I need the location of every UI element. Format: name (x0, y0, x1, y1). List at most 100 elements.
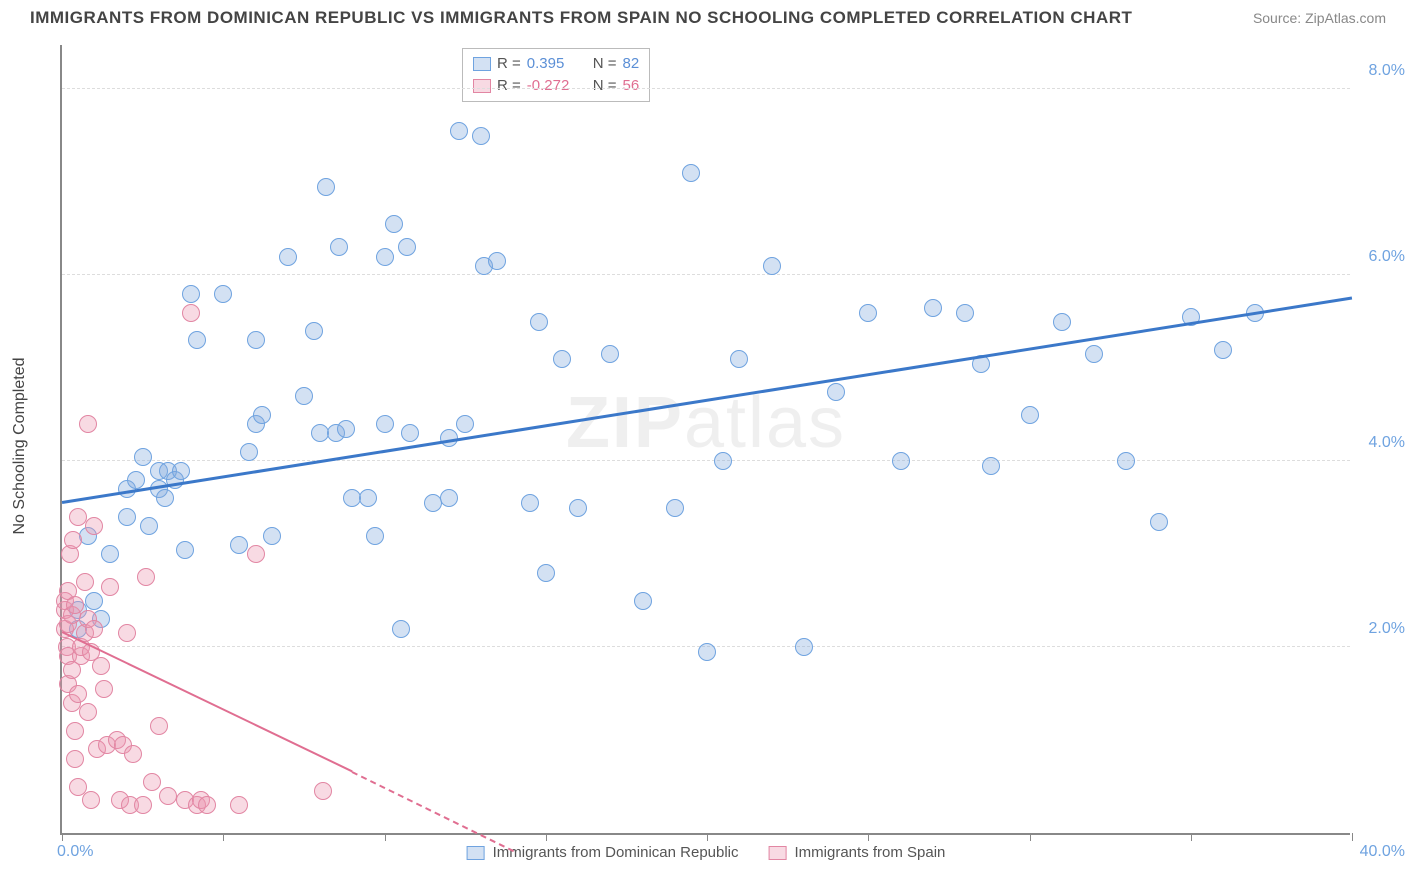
data-point (176, 541, 194, 559)
data-point (450, 122, 468, 140)
data-point (101, 545, 119, 563)
data-point (85, 517, 103, 535)
data-point (134, 448, 152, 466)
data-point (666, 499, 684, 517)
legend-swatch (769, 846, 787, 860)
data-point (569, 499, 587, 517)
data-point (456, 415, 474, 433)
data-point (730, 350, 748, 368)
data-point (182, 285, 200, 303)
x-tick (62, 833, 63, 841)
grid-line (62, 88, 1350, 89)
data-point (330, 238, 348, 256)
data-point (488, 252, 506, 270)
data-point (137, 568, 155, 586)
data-point (150, 717, 168, 735)
source-label: Source: ZipAtlas.com (1253, 10, 1386, 26)
data-point (521, 494, 539, 512)
data-point (401, 424, 419, 442)
data-point (714, 452, 732, 470)
data-point (79, 415, 97, 433)
n-label: N = (593, 53, 617, 75)
legend-row: R =0.395N =82 (473, 53, 639, 75)
data-point (392, 620, 410, 638)
x-tick (1191, 833, 1192, 841)
data-point (859, 304, 877, 322)
data-point (892, 452, 910, 470)
y-tick-label: 6.0% (1369, 248, 1405, 266)
grid-line (62, 460, 1350, 461)
data-point (156, 489, 174, 507)
series-name: Immigrants from Spain (795, 844, 946, 861)
data-point (230, 536, 248, 554)
r-value: -0.272 (527, 75, 587, 97)
x-tick (1030, 833, 1031, 841)
legend-item: Immigrants from Spain (769, 844, 946, 861)
data-point (85, 592, 103, 610)
plot-area: ZIPatlas R =0.395N =82R =-0.272N =56 Imm… (60, 45, 1350, 835)
data-point (69, 685, 87, 703)
correlation-legend: R =0.395N =82R =-0.272N =56 (462, 48, 650, 102)
data-point (64, 531, 82, 549)
x-tick-label: 0.0% (57, 843, 93, 861)
data-point (537, 564, 555, 582)
y-axis-label: No Schooling Completed (11, 358, 29, 535)
x-tick (868, 833, 869, 841)
data-point (95, 680, 113, 698)
data-point (247, 545, 265, 563)
data-point (317, 178, 335, 196)
data-point (1117, 452, 1135, 470)
data-point (682, 164, 700, 182)
watermark-bold: ZIP (566, 383, 684, 463)
trend-line (62, 296, 1352, 503)
data-point (472, 127, 490, 145)
data-point (376, 248, 394, 266)
data-point (440, 489, 458, 507)
data-point (305, 322, 323, 340)
data-point (366, 527, 384, 545)
chart-title: IMMIGRANTS FROM DOMINICAN REPUBLIC VS IM… (30, 8, 1132, 28)
x-tick (223, 833, 224, 841)
data-point (92, 657, 110, 675)
data-point (124, 745, 142, 763)
data-point (337, 420, 355, 438)
x-tick (707, 833, 708, 841)
series-name: Immigrants from Dominican Republic (493, 844, 739, 861)
data-point (198, 796, 216, 814)
data-point (253, 406, 271, 424)
data-point (295, 387, 313, 405)
data-point (924, 299, 942, 317)
data-point (85, 620, 103, 638)
r-value: 0.395 (527, 53, 587, 75)
data-point (247, 331, 265, 349)
x-tick (1352, 833, 1353, 841)
data-point (69, 508, 87, 526)
legend-swatch (473, 79, 491, 93)
x-tick-label: 40.0% (1360, 843, 1405, 861)
legend-row: R =-0.272N =56 (473, 75, 639, 97)
data-point (376, 415, 394, 433)
data-point (79, 703, 97, 721)
watermark: ZIPatlas (566, 382, 846, 464)
data-point (553, 350, 571, 368)
data-point (1150, 513, 1168, 531)
data-point (214, 285, 232, 303)
data-point (634, 592, 652, 610)
r-label: R = (497, 75, 521, 97)
data-point (263, 527, 281, 545)
trend-line-dashed (352, 771, 514, 852)
y-tick-label: 8.0% (1369, 62, 1405, 80)
data-point (956, 304, 974, 322)
data-point (188, 331, 206, 349)
data-point (601, 345, 619, 363)
data-point (172, 462, 190, 480)
data-point (118, 624, 136, 642)
data-point (182, 304, 200, 322)
data-point (240, 443, 258, 461)
grid-line (62, 274, 1350, 275)
data-point (101, 578, 119, 596)
data-point (698, 643, 716, 661)
data-point (66, 750, 84, 768)
data-point (230, 796, 248, 814)
data-point (398, 238, 416, 256)
